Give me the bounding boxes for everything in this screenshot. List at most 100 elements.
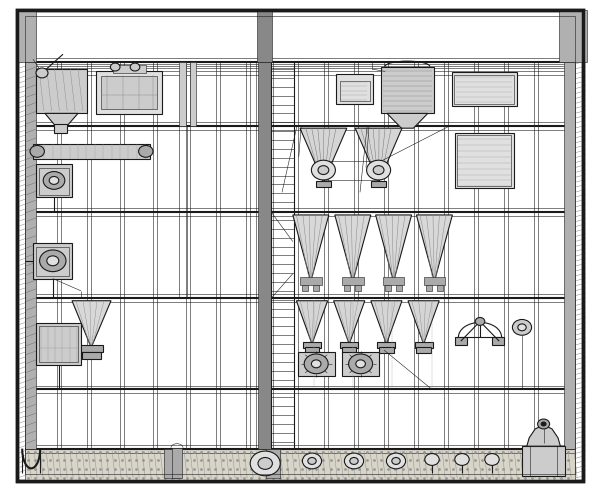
- Circle shape: [47, 256, 59, 266]
- Circle shape: [518, 324, 526, 331]
- Bar: [415, 342, 433, 348]
- Circle shape: [30, 145, 44, 157]
- Bar: [336, 74, 373, 104]
- Bar: [452, 72, 517, 106]
- Circle shape: [541, 422, 546, 426]
- Bar: [257, 10, 272, 62]
- Bar: [33, 243, 72, 279]
- Bar: [113, 65, 146, 73]
- Circle shape: [49, 176, 59, 184]
- Bar: [379, 347, 394, 353]
- Polygon shape: [296, 301, 328, 344]
- Bar: [39, 326, 78, 362]
- Polygon shape: [293, 215, 329, 282]
- Circle shape: [139, 145, 153, 157]
- Bar: [457, 135, 511, 186]
- Polygon shape: [45, 113, 78, 126]
- Bar: [455, 133, 514, 188]
- Circle shape: [40, 250, 66, 272]
- Circle shape: [356, 360, 365, 368]
- Bar: [190, 62, 196, 126]
- Circle shape: [311, 160, 335, 180]
- Bar: [82, 352, 101, 359]
- Bar: [36, 323, 81, 365]
- Circle shape: [349, 354, 373, 374]
- Circle shape: [425, 454, 439, 465]
- Bar: [385, 285, 391, 291]
- Bar: [258, 62, 271, 449]
- Bar: [381, 67, 434, 113]
- Circle shape: [350, 458, 358, 464]
- Bar: [492, 337, 504, 345]
- Circle shape: [538, 419, 550, 429]
- Circle shape: [485, 454, 499, 465]
- Bar: [559, 10, 587, 62]
- Circle shape: [110, 63, 120, 71]
- Bar: [101, 76, 157, 109]
- Polygon shape: [355, 128, 402, 182]
- Polygon shape: [387, 113, 428, 128]
- Bar: [302, 285, 308, 291]
- Bar: [383, 277, 404, 285]
- Bar: [266, 449, 280, 478]
- Circle shape: [311, 360, 321, 368]
- Bar: [454, 75, 514, 104]
- Circle shape: [43, 172, 65, 189]
- Bar: [377, 342, 395, 348]
- Bar: [300, 277, 322, 285]
- Bar: [396, 285, 402, 291]
- Bar: [455, 337, 467, 345]
- Bar: [355, 285, 361, 291]
- Circle shape: [130, 63, 140, 71]
- Bar: [25, 449, 575, 481]
- Bar: [426, 285, 432, 291]
- Polygon shape: [371, 301, 402, 344]
- Bar: [79, 345, 103, 352]
- Polygon shape: [416, 215, 452, 282]
- Polygon shape: [335, 215, 371, 282]
- Polygon shape: [334, 301, 365, 344]
- Bar: [96, 71, 162, 114]
- Bar: [36, 164, 72, 197]
- Bar: [313, 285, 319, 291]
- Bar: [342, 352, 379, 376]
- Bar: [340, 81, 370, 101]
- Bar: [305, 347, 319, 353]
- Circle shape: [304, 354, 328, 374]
- Polygon shape: [300, 128, 347, 182]
- Bar: [437, 285, 443, 291]
- Bar: [424, 277, 445, 285]
- Bar: [316, 181, 331, 187]
- Bar: [164, 449, 178, 478]
- Bar: [54, 124, 67, 133]
- Bar: [371, 181, 386, 187]
- Circle shape: [344, 453, 364, 469]
- Bar: [564, 62, 575, 449]
- Circle shape: [386, 453, 406, 469]
- Circle shape: [373, 166, 384, 175]
- Bar: [340, 342, 358, 348]
- Circle shape: [308, 458, 316, 464]
- Polygon shape: [72, 301, 111, 348]
- Polygon shape: [527, 425, 560, 446]
- Circle shape: [367, 160, 391, 180]
- Polygon shape: [408, 301, 439, 344]
- Bar: [303, 342, 321, 348]
- Circle shape: [250, 451, 280, 476]
- Bar: [342, 347, 356, 353]
- Circle shape: [512, 319, 532, 335]
- Bar: [17, 10, 36, 62]
- Bar: [298, 352, 335, 376]
- Bar: [39, 168, 69, 195]
- Bar: [172, 448, 182, 478]
- Circle shape: [392, 458, 400, 464]
- Circle shape: [455, 454, 469, 465]
- Bar: [36, 246, 69, 276]
- Circle shape: [258, 458, 272, 469]
- Bar: [522, 446, 565, 476]
- Bar: [179, 62, 186, 126]
- Polygon shape: [376, 215, 412, 282]
- Circle shape: [36, 68, 48, 78]
- Circle shape: [318, 166, 329, 175]
- Bar: [25, 62, 36, 449]
